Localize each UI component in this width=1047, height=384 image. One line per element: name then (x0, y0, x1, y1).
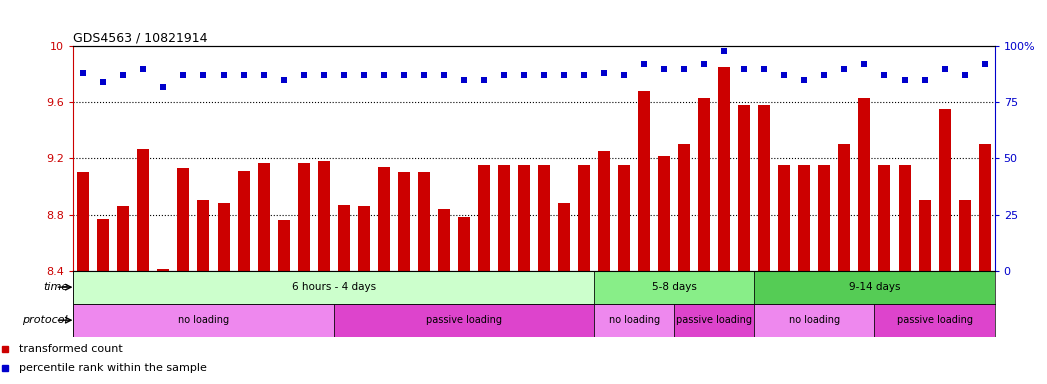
Bar (334, 304, 594, 337)
Text: passive loading: passive loading (676, 315, 752, 325)
Bar (458, 217, 470, 271)
Bar (959, 200, 971, 271)
Bar (918, 200, 931, 271)
Text: time: time (43, 282, 68, 292)
Bar (698, 98, 710, 271)
Bar (594, 271, 754, 304)
Bar (874, 304, 995, 337)
Bar (738, 105, 751, 271)
Bar (498, 166, 510, 271)
Bar (218, 203, 229, 271)
Bar (177, 168, 190, 271)
Text: passive loading: passive loading (896, 315, 973, 325)
Text: passive loading: passive loading (426, 315, 502, 325)
Bar (477, 166, 490, 271)
Bar (378, 167, 389, 271)
Bar (878, 166, 891, 271)
Text: 9-14 days: 9-14 days (849, 282, 900, 292)
Bar (297, 162, 310, 271)
Text: no loading: no loading (608, 315, 660, 325)
Bar (718, 67, 730, 271)
Bar (277, 220, 290, 271)
Bar (258, 162, 269, 271)
Bar (799, 166, 810, 271)
Bar (674, 304, 754, 337)
Bar (73, 304, 334, 337)
Bar (778, 166, 790, 271)
Bar (979, 144, 990, 271)
Text: GDS4563 / 10821914: GDS4563 / 10821914 (73, 31, 207, 44)
Bar (338, 205, 350, 271)
Bar (859, 98, 870, 271)
Text: protocol: protocol (22, 315, 68, 325)
Bar (758, 105, 771, 271)
Bar (638, 91, 650, 271)
Bar (659, 156, 670, 271)
Bar (97, 219, 109, 271)
Bar (137, 149, 150, 271)
Bar (518, 166, 530, 271)
Text: no loading: no loading (788, 315, 840, 325)
Text: percentile rank within the sample: percentile rank within the sample (19, 363, 206, 373)
Bar (594, 304, 674, 337)
Bar (754, 271, 995, 304)
Bar (578, 166, 591, 271)
Bar (418, 172, 430, 271)
Bar (558, 203, 570, 271)
Bar (754, 304, 874, 337)
Bar (598, 151, 610, 271)
Bar (938, 109, 951, 271)
Bar (398, 172, 409, 271)
Text: no loading: no loading (178, 315, 229, 325)
Text: transformed count: transformed count (19, 344, 122, 354)
Bar (839, 144, 850, 271)
Bar (317, 161, 330, 271)
Bar (73, 271, 594, 304)
Bar (618, 166, 630, 271)
Bar (77, 172, 89, 271)
Bar (898, 166, 911, 271)
Bar (198, 200, 209, 271)
Bar (358, 206, 370, 271)
Bar (819, 166, 830, 271)
Bar (538, 166, 550, 271)
Bar (238, 171, 249, 271)
Bar (157, 269, 170, 271)
Text: 6 hours - 4 days: 6 hours - 4 days (292, 282, 376, 292)
Bar (117, 206, 130, 271)
Bar (438, 209, 450, 271)
Bar (678, 144, 690, 271)
Text: 5-8 days: 5-8 days (651, 282, 696, 292)
